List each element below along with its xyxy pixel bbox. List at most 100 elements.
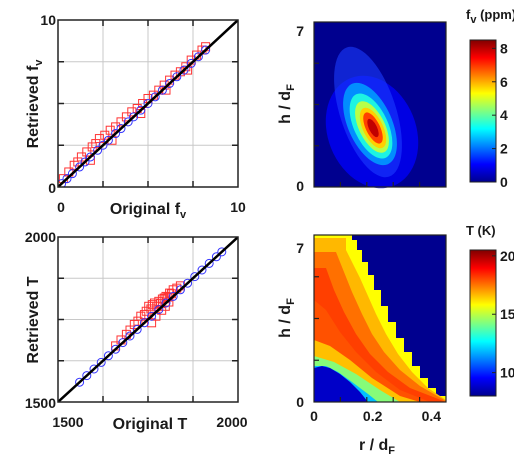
data-point-circle: [132, 324, 142, 334]
data-point-circle: [150, 92, 160, 102]
data-point-circle: [75, 162, 85, 172]
data-point-circle: [204, 258, 214, 268]
data-point-circle: [139, 318, 149, 328]
data-point-circle: [179, 65, 189, 75]
data-point-circle: [111, 129, 121, 139]
data-point-circle: [197, 265, 207, 275]
data-point-circle: [85, 152, 95, 162]
data-point-circle: [172, 72, 182, 82]
x-tick-labels: 0 0.2 0.4: [310, 408, 441, 424]
y-axis-label: Retrieved fv: [25, 59, 45, 149]
colorbar-tick-label: 4: [500, 107, 508, 123]
y-tick-label: 10: [40, 12, 56, 28]
data-point-circle: [125, 331, 135, 341]
colorbar-title: T (K): [466, 223, 496, 238]
panel-fv-scatter: 10 0 0 10 Original fv Retrieved fv: [25, 12, 246, 221]
data-point-circle: [147, 311, 157, 321]
data-point-circle: [75, 377, 85, 387]
x-axis-label: r / dF: [359, 437, 395, 457]
panel-fv-heatmap: 7 0 h / dF 0 2 4 6 8 fv (ppm): [277, 7, 514, 194]
soot-distribution: [325, 46, 419, 189]
x-tick-label: 0: [310, 408, 318, 424]
data-point-circle: [58, 179, 67, 187]
data-point-circle: [211, 252, 221, 262]
data-point-circle: [111, 344, 121, 354]
data-point-circle: [136, 105, 146, 115]
y-tick-label: 0: [296, 178, 304, 194]
colorbar-tick-label: 1500: [500, 306, 514, 322]
colorbar-title: fv (ppm): [466, 7, 514, 26]
data-point-circle: [175, 285, 185, 295]
colorbar-tick-label: 6: [500, 74, 508, 90]
reference-line: [58, 20, 238, 187]
data-point-circle: [98, 140, 108, 150]
x-axis-label: Original T: [113, 416, 188, 433]
y-axis-label: h / dF: [277, 298, 297, 338]
x-axis-label: Original fv: [110, 201, 187, 221]
data-point-circle: [190, 272, 200, 282]
x-tick-label: 0.4: [422, 408, 442, 424]
x-tick-label: 10: [230, 199, 246, 215]
colorbar: [469, 39, 497, 183]
data-point-circle: [82, 371, 92, 381]
x-tick-label: 0: [57, 199, 65, 215]
colorbar-tick-label: 2000: [500, 248, 514, 264]
data-points: [75, 247, 227, 387]
colorbar-tick-label: 2: [500, 141, 508, 157]
data-point-circle: [89, 364, 99, 374]
y-tick-label: 2000: [25, 229, 56, 245]
data-point-circle: [161, 298, 171, 308]
y-axis-label: Retrieved T: [25, 276, 42, 363]
data-point-square: [111, 122, 121, 132]
data-point-circle: [217, 247, 227, 257]
data-point-circle: [62, 174, 72, 184]
y-tick-label: 0: [296, 394, 304, 410]
x-tick-label: 0.2: [363, 408, 383, 424]
data-point-circle: [118, 338, 128, 348]
data-point-circle: [129, 112, 139, 122]
data-point-circle: [93, 145, 103, 155]
y-tick-label: 1500: [25, 395, 56, 411]
data-point-circle: [193, 52, 203, 62]
data-point-square: [127, 107, 137, 117]
temperature-distribution: [314, 235, 446, 402]
data-point-circle: [168, 291, 178, 301]
y-tick-label: 7: [296, 240, 304, 256]
colorbar-tick-label: 8: [500, 40, 508, 56]
data-point-square: [141, 306, 151, 316]
data-point-circle: [154, 305, 164, 315]
data-point-circle: [157, 85, 167, 95]
tick-marks: [58, 237, 238, 402]
data-point-circle: [186, 58, 196, 68]
data-point-circle: [183, 278, 193, 288]
tick-marks: [58, 20, 238, 187]
y-tick-label: 7: [296, 23, 304, 39]
reference-line: [58, 237, 238, 402]
data-point-circle: [103, 135, 113, 145]
colorbar: [469, 249, 497, 397]
data-point-circle: [67, 169, 77, 179]
data-point-circle: [96, 357, 106, 367]
x-tick-label: 1500: [52, 414, 83, 430]
x-tick-label: 2000: [216, 414, 247, 430]
data-point-circle: [143, 99, 153, 108]
colorbar-ticks: 0 2 4 6 8: [492, 40, 508, 190]
tick-marks: [314, 62, 421, 187]
data-point-square: [121, 112, 131, 122]
data-point-circle: [103, 351, 113, 361]
data-point-circle: [80, 157, 90, 167]
data-point-circle: [116, 124, 126, 134]
tick-marks: [314, 276, 421, 402]
data-point-circle: [165, 78, 175, 88]
data-point-square: [116, 117, 126, 127]
panel-temperature-scatter: 2000 1500 1500 2000 Original T Retrieved…: [25, 229, 248, 433]
y-axis-label: h / dF: [277, 84, 297, 124]
data-point-circle: [201, 45, 211, 55]
data-point-circle: [123, 117, 133, 127]
y-tick-label: 0: [48, 180, 56, 196]
colorbar-tick-label: 0: [500, 174, 508, 190]
